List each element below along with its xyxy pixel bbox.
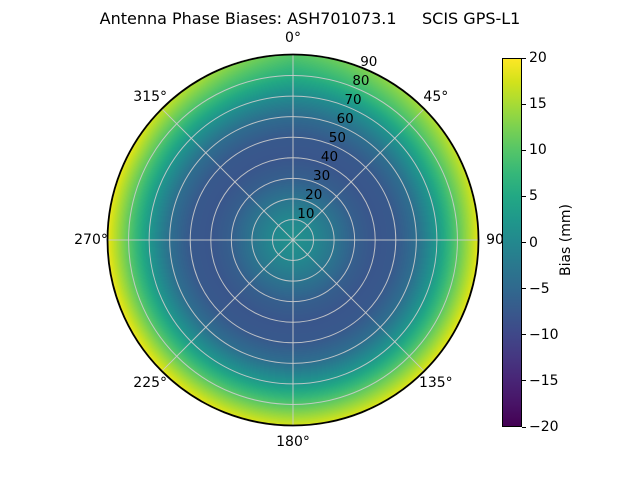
- radial-tick-label-80: 80: [352, 73, 370, 90]
- radial-tick-label-90: 90: [360, 54, 378, 71]
- theta-tick-label-180: 180°: [276, 434, 310, 450]
- colorbar: [502, 58, 522, 427]
- colorbar-tick: [522, 334, 526, 336]
- colorbar-tick-label--5: −5: [529, 280, 550, 297]
- radial-tick-label-20: 20: [305, 187, 323, 204]
- theta-tick-label-270: 270°: [74, 232, 108, 248]
- colorbar-tick: [522, 288, 526, 290]
- colorbar-tick-label--10: −10: [529, 326, 559, 343]
- theta-tick-label-90: 90: [486, 232, 504, 248]
- radial-tick-label-10: 10: [297, 206, 315, 222]
- radial-tick-label-30: 30: [313, 168, 331, 185]
- colorbar-tick-label--20: −20: [529, 419, 559, 435]
- colorbar-tick: [522, 103, 526, 105]
- colorbar-tick: [522, 426, 526, 428]
- radial-tick-label-70: 70: [344, 92, 362, 109]
- colorbar-tick-label-0: 0: [529, 234, 538, 251]
- colorbar-tick: [522, 380, 526, 382]
- colorbar-tick-label-5: 5: [529, 188, 538, 205]
- colorbar-axis-label: Bias (mm): [558, 203, 574, 277]
- chart-title: Antenna Phase Biases: ASH701073.1 SCIS G…: [99, 9, 521, 28]
- colorbar-tick-label--15: −15: [529, 372, 559, 389]
- colorbar-tick-label-10: 10: [529, 142, 547, 159]
- colorbar-tick: [522, 195, 526, 197]
- colorbar-tick: [522, 57, 526, 59]
- polar-heatmap: [108, 55, 478, 425]
- colorbar-tick-label-15: 15: [529, 96, 547, 113]
- radial-tick-label-60: 60: [336, 111, 354, 128]
- theta-tick-label-315: 315°: [133, 89, 168, 106]
- theta-tick-label-45: 45°: [423, 89, 449, 106]
- theta-tick-label-225: 225°: [133, 374, 168, 391]
- colorbar-tick-label-20: 20: [529, 50, 547, 66]
- radial-tick-label-50: 50: [328, 130, 346, 147]
- radial-tick-label-40: 40: [320, 149, 339, 166]
- colorbar-tick: [522, 242, 526, 243]
- theta-tick-label-0: 0°: [285, 30, 301, 46]
- theta-tick-label-135: 135°: [418, 374, 453, 391]
- colorbar-gradient: [502, 58, 522, 427]
- colorbar-tick: [522, 149, 526, 151]
